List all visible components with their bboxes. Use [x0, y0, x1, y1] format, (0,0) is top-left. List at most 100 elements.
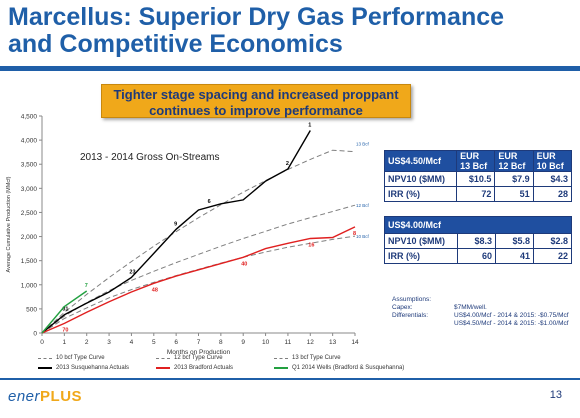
- economics-table-450: US$4.50/Mcf EUR 13 Bcf EUR 12 Bcf EUR 10 Bc…: [383, 150, 573, 202]
- slide-title: Marcellus: Superior Dry Gas Performance …: [8, 4, 568, 58]
- row-label: IRR (%): [384, 248, 458, 264]
- series-line-2: [41, 149, 356, 334]
- differential-line2: US$4.50/Mcf - 2014 & 2015: -$1.00/Mcf: [454, 320, 569, 327]
- legend-item: 13 bcf Type Curve: [274, 355, 341, 361]
- x-tick-label: 11: [285, 339, 292, 346]
- eur-13-header: EUR 13 Bcf: [456, 150, 496, 172]
- table-row: NPV10 ($MM) $10.5 $7.9 $4.3: [383, 171, 573, 187]
- y-tick-label: 500: [26, 306, 37, 313]
- page-number: 13: [549, 389, 562, 401]
- row-label: NPV10 ($MM): [383, 171, 458, 187]
- footer-divider: [0, 378, 580, 380]
- callout-line2: continues to improve performance: [149, 103, 363, 118]
- y-tick-label: 3,000: [21, 186, 38, 193]
- well-count-label: 40: [241, 261, 247, 267]
- row-label: NPV10 ($MM): [384, 233, 458, 249]
- series-end-label: 13 Bcf: [356, 142, 370, 147]
- well-count-label: 16: [308, 242, 314, 248]
- well-count-label: 48: [152, 287, 158, 293]
- well-count-label: 1: [308, 122, 311, 128]
- table-row: NPV10 ($MM) $8.3 $5.8 $2.8: [384, 233, 572, 249]
- well-count-label: 6: [208, 199, 211, 205]
- slide-title-line2: and Competitive Economics: [8, 30, 343, 58]
- legend-item: Q1 2014 Wells (Bradford & Susquehanna): [274, 365, 404, 371]
- price-header: US$4.00/Mcf: [384, 216, 572, 234]
- well-count-label: 70: [62, 327, 68, 333]
- table-cell: $10.5: [456, 171, 496, 187]
- y-tick-label: 4,500: [21, 114, 38, 121]
- x-tick-label: 14: [351, 339, 359, 346]
- callout-box: Tighter stage spacing and increased prop…: [101, 84, 411, 118]
- y-tick-label: 1,500: [21, 258, 38, 265]
- x-tick-label: 12: [307, 339, 315, 346]
- assumptions-heading: Assumptions:: [392, 296, 432, 303]
- x-axis-title: Months on Production: [167, 349, 231, 356]
- price-header: US$4.50/Mcf: [383, 150, 458, 172]
- x-tick-label: 13: [329, 339, 337, 346]
- table-cell: $4.3: [532, 171, 573, 187]
- y-tick-label: 2,500: [21, 210, 38, 217]
- table-cell: 41: [495, 248, 534, 264]
- callout-line1: Tighter stage spacing and increased prop…: [113, 87, 399, 102]
- table-cell: $8.3: [457, 233, 496, 249]
- series-line-4: [41, 226, 356, 334]
- well-count-label: 2: [286, 161, 289, 167]
- title-divider: [0, 66, 580, 71]
- y-tick-label: 3,500: [21, 162, 38, 169]
- well-count-label: 31: [62, 307, 68, 313]
- x-tick-label: 7: [197, 339, 201, 346]
- x-tick-label: 6: [174, 339, 178, 346]
- y-tick-label: 2,000: [21, 234, 38, 241]
- series-end-label: 10 Bcf: [356, 234, 370, 239]
- y-tick-label: 4,000: [21, 138, 38, 145]
- x-tick-label: 10: [262, 339, 270, 346]
- slide-title-line1: Marcellus: Superior Dry Gas Performance: [8, 3, 505, 31]
- well-count-label: 7: [85, 283, 88, 289]
- table-cell: $2.8: [533, 233, 572, 249]
- y-tick-label: 0: [33, 331, 37, 338]
- legend-item: 2013 Bradford Actuals: [156, 365, 233, 371]
- capex-label: Capex:: [392, 304, 413, 311]
- legend-item: 2013 Susquehanna Actuals: [38, 365, 129, 371]
- series-line-3: [41, 130, 311, 334]
- chart-title: 2013 - 2014 Gross On-Streams: [80, 152, 220, 163]
- differential-line1: US$4.00/Mcf - 2014 & 2015: -$0.75/Mcf: [454, 312, 569, 319]
- x-tick-label: 3: [107, 339, 111, 346]
- x-tick-label: 0: [40, 339, 44, 346]
- table-cell: $5.8: [495, 233, 534, 249]
- y-axis-title: Average Cumulative Production (MMcf): [6, 176, 12, 272]
- legend-item: 12 bcf Type Curve: [156, 355, 223, 361]
- cumulative-production-chart: 0 1 2 3 4 5 6 7 8 9 10 11 12 13 1405001,0001,5002,0002…: [6, 114, 370, 357]
- legend-item: 10 bcf Type Curve: [38, 355, 105, 361]
- x-tick-label: 9: [241, 339, 245, 346]
- table-row: IRR (%) 72 51 28: [383, 186, 573, 202]
- x-tick-label: 1: [63, 339, 67, 346]
- table-cell: 22: [533, 248, 572, 264]
- x-tick-label: 8: [219, 339, 223, 346]
- series-line-0: [41, 235, 356, 334]
- well-count-label: 23: [129, 270, 135, 276]
- assumptions-block: Assumptions: Capex: $7MM/well. Differenti…: [392, 296, 569, 328]
- differentials-label: Differentials:: [392, 312, 429, 319]
- table-cell: 72: [456, 186, 496, 202]
- x-tick-label: 5: [152, 339, 156, 346]
- table-cell: 28: [532, 186, 573, 202]
- x-tick-label: 4: [130, 339, 134, 346]
- series-line-5: [41, 290, 88, 334]
- series-end-label: 12 Bcf: [356, 203, 370, 208]
- series-line-1: [41, 204, 356, 334]
- well-count-label: 8: [353, 231, 356, 237]
- y-tick-label: 1,000: [21, 282, 38, 289]
- eur-10-header: EUR 10 Bcf: [532, 150, 573, 172]
- x-tick-label: 2: [85, 339, 89, 346]
- economics-table-400: US$4.00/Mcf NPV10 ($MM) $8.3 $5.8 $2.8 I…: [384, 216, 572, 264]
- well-count-label: 9: [174, 221, 177, 227]
- enerplus-logo: enerPLUS: [8, 388, 83, 405]
- row-label: IRR (%): [383, 186, 458, 202]
- capex-value: $7MM/well.: [454, 304, 487, 311]
- table-row: IRR (%) 60 41 22: [384, 248, 572, 264]
- table-cell: $7.9: [494, 171, 534, 187]
- table-cell: 51: [494, 186, 534, 202]
- table-cell: 60: [457, 248, 496, 264]
- eur-12-header: EUR 12 Bcf: [494, 150, 534, 172]
